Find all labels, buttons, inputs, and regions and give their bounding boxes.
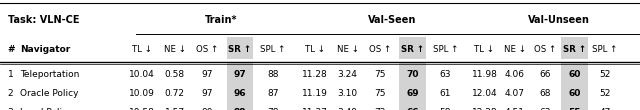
Text: NE ↓: NE ↓ — [504, 45, 525, 54]
Text: Val-Unseen: Val-Unseen — [527, 15, 589, 25]
Text: 66: 66 — [539, 70, 550, 79]
Text: NE ↓: NE ↓ — [337, 45, 358, 54]
Text: 1: 1 — [8, 70, 13, 79]
Text: 60: 60 — [568, 89, 581, 98]
Text: 63: 63 — [440, 70, 451, 79]
Text: TL ↓: TL ↓ — [474, 45, 495, 54]
FancyBboxPatch shape — [561, 63, 588, 85]
Text: 90: 90 — [202, 108, 213, 110]
FancyBboxPatch shape — [561, 81, 588, 103]
Text: 96: 96 — [234, 89, 246, 98]
Text: Local Policy: Local Policy — [20, 108, 73, 110]
Text: TL ↓: TL ↓ — [132, 45, 152, 54]
Text: Oracle Policy: Oracle Policy — [20, 89, 79, 98]
Text: 4.51: 4.51 — [504, 108, 525, 110]
Text: 3.49: 3.49 — [337, 108, 358, 110]
Text: OS ↑: OS ↑ — [369, 45, 391, 54]
Text: 69: 69 — [406, 89, 419, 98]
FancyBboxPatch shape — [399, 81, 426, 103]
Text: 0.72: 0.72 — [164, 89, 185, 98]
Text: 3.24: 3.24 — [337, 70, 358, 79]
FancyBboxPatch shape — [227, 100, 253, 110]
Text: #: # — [8, 45, 15, 54]
Text: 11.37: 11.37 — [302, 108, 328, 110]
Text: 75: 75 — [374, 70, 386, 79]
FancyBboxPatch shape — [561, 37, 588, 59]
Text: OS ↑: OS ↑ — [196, 45, 218, 54]
Text: Teleportation: Teleportation — [20, 70, 80, 79]
FancyBboxPatch shape — [227, 81, 253, 103]
Text: Navigator: Navigator — [20, 45, 71, 54]
Text: TL ↓: TL ↓ — [305, 45, 325, 54]
Text: 97: 97 — [234, 70, 246, 79]
Text: 0.58: 0.58 — [164, 70, 185, 79]
Text: 60: 60 — [568, 70, 581, 79]
Text: 4.07: 4.07 — [504, 89, 525, 98]
Text: 78: 78 — [267, 108, 278, 110]
FancyBboxPatch shape — [227, 37, 253, 59]
Text: Task: VLN-CE: Task: VLN-CE — [8, 15, 79, 25]
Text: 11.19: 11.19 — [302, 89, 328, 98]
Text: 66: 66 — [406, 108, 419, 110]
Text: SR ↑: SR ↑ — [401, 45, 424, 54]
Text: OS ↑: OS ↑ — [534, 45, 556, 54]
Text: 10.04: 10.04 — [129, 70, 155, 79]
FancyBboxPatch shape — [399, 100, 426, 110]
Text: 10.09: 10.09 — [129, 89, 155, 98]
FancyBboxPatch shape — [399, 63, 426, 85]
Text: 47: 47 — [599, 108, 611, 110]
Text: NE ↓: NE ↓ — [164, 45, 186, 54]
Text: 1.57: 1.57 — [164, 108, 185, 110]
Text: SPL ↑: SPL ↑ — [260, 45, 285, 54]
Text: 87: 87 — [267, 89, 278, 98]
Text: 97: 97 — [202, 89, 213, 98]
Text: 61: 61 — [440, 89, 451, 98]
Text: 2: 2 — [8, 89, 13, 98]
Text: 88: 88 — [267, 70, 278, 79]
Text: 11.98: 11.98 — [472, 70, 497, 79]
Text: 10.58: 10.58 — [129, 108, 155, 110]
Text: 4.06: 4.06 — [504, 70, 525, 79]
Text: 88: 88 — [234, 108, 246, 110]
Text: 75: 75 — [374, 89, 386, 98]
FancyBboxPatch shape — [399, 37, 426, 59]
Text: 55: 55 — [568, 108, 581, 110]
FancyBboxPatch shape — [227, 63, 253, 85]
Text: 3: 3 — [8, 108, 13, 110]
Text: 52: 52 — [599, 70, 611, 79]
Text: 72: 72 — [374, 108, 386, 110]
Text: Train*: Train* — [205, 15, 237, 25]
Text: 12.04: 12.04 — [472, 89, 497, 98]
Text: Val-Seen: Val-Seen — [369, 15, 417, 25]
Text: 70: 70 — [406, 70, 419, 79]
Text: 63: 63 — [539, 108, 550, 110]
FancyBboxPatch shape — [561, 100, 588, 110]
Text: 12.28: 12.28 — [472, 108, 497, 110]
Text: SPL ↑: SPL ↑ — [433, 45, 458, 54]
Text: 11.28: 11.28 — [302, 70, 328, 79]
Text: 68: 68 — [539, 89, 550, 98]
Text: 97: 97 — [202, 70, 213, 79]
Text: SR ↑: SR ↑ — [228, 45, 252, 54]
Text: 3.10: 3.10 — [337, 89, 358, 98]
Text: 52: 52 — [599, 89, 611, 98]
Text: SR ↑: SR ↑ — [563, 45, 586, 54]
Text: 58: 58 — [440, 108, 451, 110]
Text: SPL ↑: SPL ↑ — [592, 45, 618, 54]
